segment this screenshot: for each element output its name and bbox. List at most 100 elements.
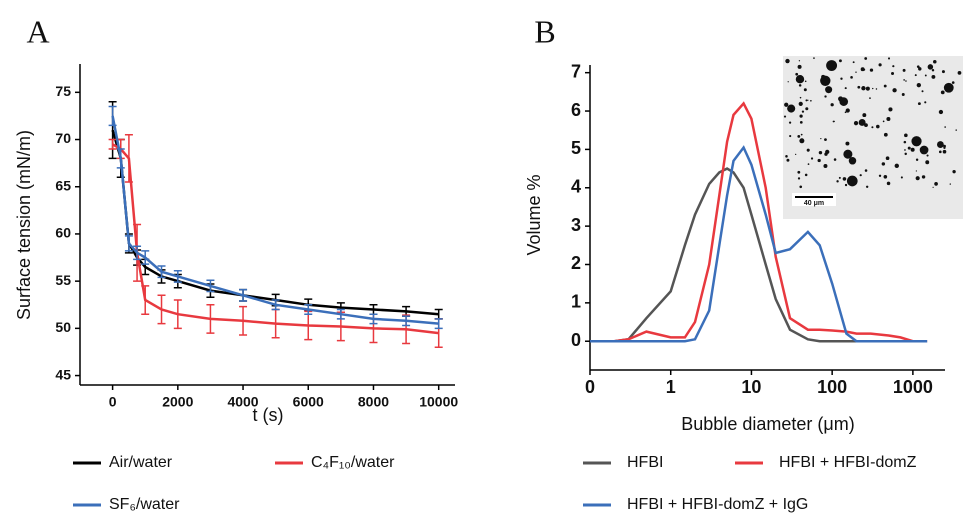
particle: [798, 60, 801, 62]
particle: [924, 101, 927, 104]
error-bar: [239, 305, 248, 336]
particle: [892, 88, 897, 93]
particle: [807, 99, 809, 101]
particle: [903, 79, 905, 81]
error-bar: [173, 299, 182, 330]
y-tick-label: 50: [55, 319, 71, 335]
error-bar: [304, 304, 313, 315]
particle: [821, 74, 826, 79]
particle: [806, 148, 810, 152]
particle: [864, 123, 868, 128]
inset-particles: [783, 57, 962, 189]
particle: [938, 109, 944, 115]
particle: [951, 81, 955, 84]
particle: [887, 57, 891, 60]
particle: [955, 129, 957, 131]
particle: [789, 134, 792, 138]
y-tick-label: 5: [571, 138, 581, 158]
particle: [891, 71, 895, 75]
particle: [823, 163, 828, 168]
particle: [892, 65, 895, 68]
particle: [881, 162, 886, 166]
particle: [886, 181, 891, 186]
particle: [799, 185, 803, 189]
particle: [804, 173, 808, 177]
particle: [936, 141, 944, 148]
error-bar: [173, 270, 182, 283]
particle: [785, 155, 788, 158]
particle: [927, 64, 934, 70]
error-bar: [271, 299, 280, 311]
x-tick-label: 10: [741, 377, 761, 397]
legend-label: C₄F₁₀/water: [311, 454, 395, 471]
particle: [799, 75, 802, 78]
particle: [803, 88, 807, 92]
inset-scale-label: 40 μm: [804, 200, 824, 207]
particle: [784, 102, 789, 107]
particle: [818, 150, 823, 155]
particle: [807, 163, 810, 166]
particle: [810, 157, 814, 160]
particle: [861, 86, 866, 91]
error-bar: [124, 235, 133, 252]
x-tick-label: 0: [585, 377, 595, 397]
particle: [932, 186, 934, 188]
particle: [952, 169, 956, 174]
particle: [852, 61, 855, 64]
particle: [943, 82, 954, 93]
particle: [885, 156, 890, 161]
y-tick-label: 45: [55, 366, 71, 382]
particle: [797, 177, 801, 180]
particle: [826, 60, 838, 71]
particle: [850, 76, 853, 79]
particle: [915, 158, 919, 161]
particle: [878, 63, 882, 67]
particle: [914, 74, 917, 77]
panel-label: B: [534, 13, 555, 49]
y-tick-label: 2: [571, 253, 581, 273]
particle: [824, 95, 827, 98]
x-tick-label: 1: [666, 377, 676, 397]
particle: [786, 158, 790, 162]
legend-label: HFBI + HFBI-domZ: [779, 454, 917, 471]
particle: [931, 68, 935, 72]
error-bar: [157, 294, 166, 325]
y-tick-label: 7: [571, 61, 581, 81]
particle: [910, 147, 915, 152]
y-tick-label: 4: [571, 177, 581, 197]
particle: [843, 149, 853, 159]
particle: [797, 170, 801, 174]
particle: [901, 93, 905, 96]
particle: [919, 145, 929, 155]
particle: [797, 134, 801, 138]
y-tick-label: 65: [55, 177, 71, 193]
particle: [865, 185, 869, 188]
particle: [904, 149, 906, 151]
series-line: [590, 145, 928, 343]
particle: [860, 67, 865, 72]
error-bar: [157, 265, 166, 279]
particle: [813, 57, 815, 59]
particle: [894, 163, 899, 169]
y-axis-title: Volume %: [524, 174, 544, 255]
error-bar: [239, 288, 248, 302]
x-tick-label: 1000: [893, 377, 933, 397]
series-line: [111, 129, 439, 316]
y-tick-label: 3: [571, 215, 581, 235]
particle: [844, 183, 848, 187]
error-bar: [116, 148, 125, 169]
particle: [869, 68, 874, 72]
particle: [844, 87, 847, 90]
particle: [902, 68, 906, 72]
particle: [787, 104, 796, 113]
particle: [795, 153, 797, 156]
error-bar: [206, 279, 215, 293]
y-tick-label: 55: [55, 272, 71, 288]
particle: [817, 158, 821, 163]
x-tick-label: 2000: [162, 394, 193, 410]
particle: [921, 90, 924, 93]
particle: [788, 121, 792, 124]
particle: [783, 115, 787, 118]
particle: [801, 110, 805, 113]
